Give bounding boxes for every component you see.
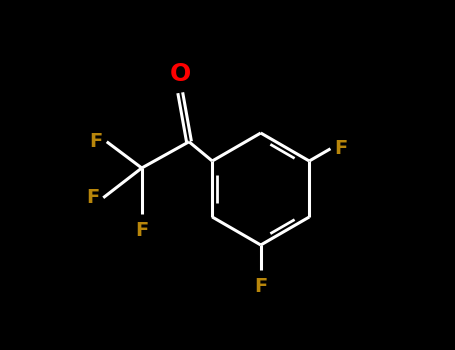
Text: F: F: [135, 220, 148, 239]
Text: F: F: [89, 132, 102, 151]
Text: F: F: [254, 276, 268, 295]
Text: F: F: [334, 139, 347, 158]
Text: O: O: [170, 62, 191, 86]
Text: F: F: [86, 188, 99, 207]
